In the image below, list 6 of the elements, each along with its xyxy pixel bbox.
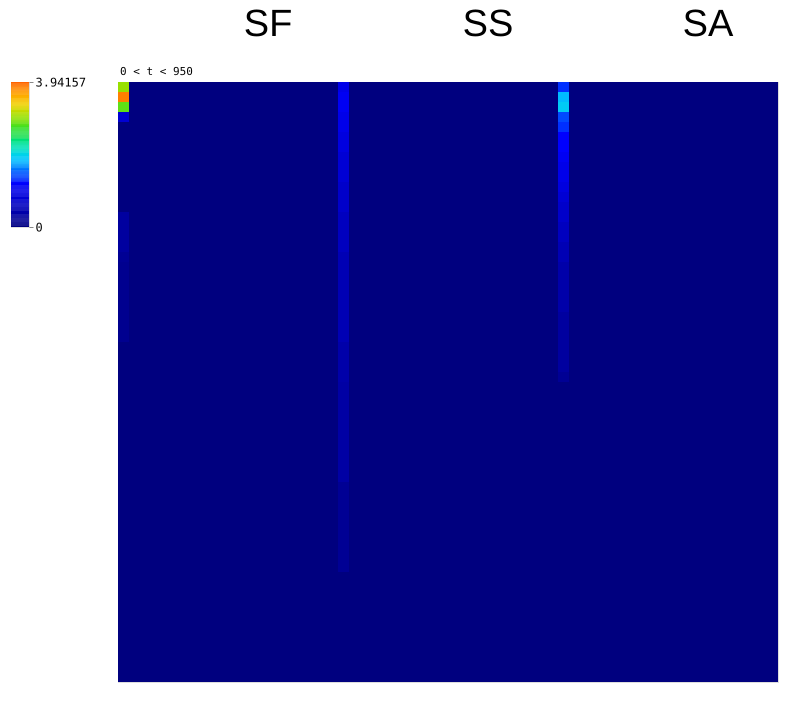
text: SS <box>462 3 514 45</box>
color-bar-label: 3.94157 <box>36 76 86 90</box>
text: SA <box>682 3 734 45</box>
color-bar-label: 0 <box>36 220 43 234</box>
chart-subtitle: 0 < t < 950 <box>120 65 193 78</box>
text: SF <box>244 3 292 45</box>
